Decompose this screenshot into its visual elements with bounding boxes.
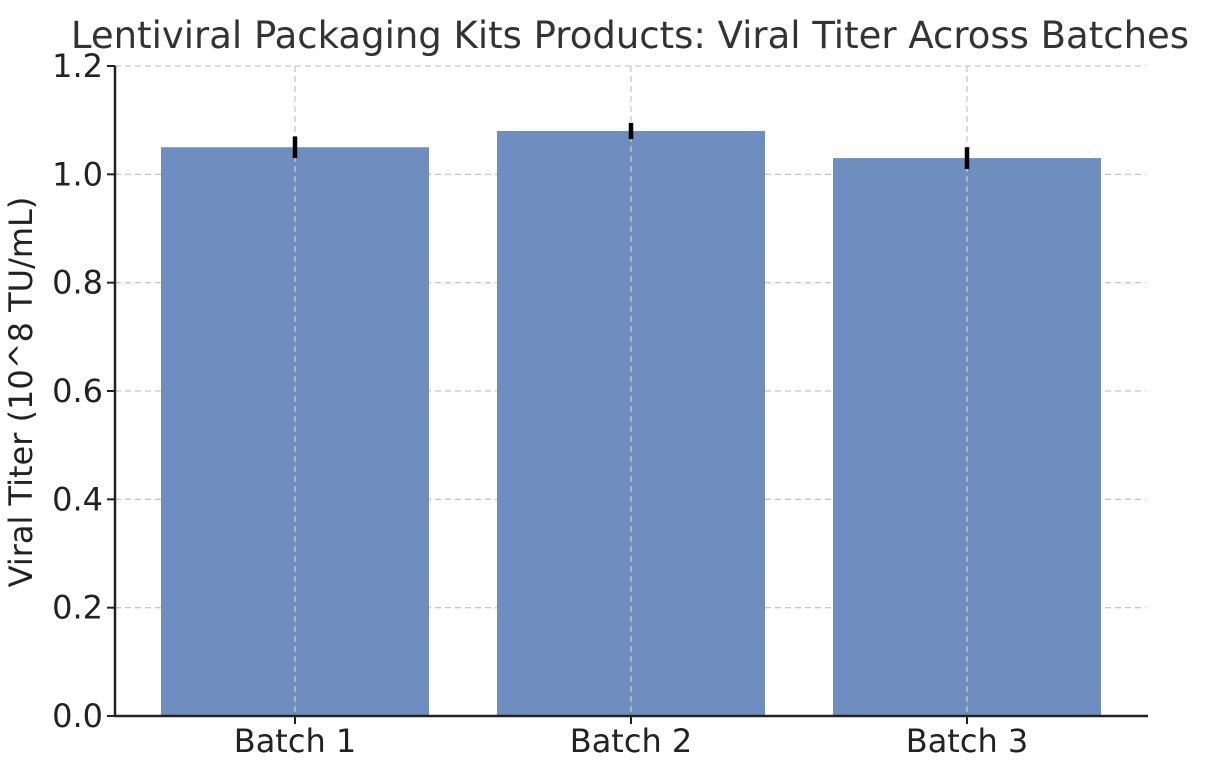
y-tick-label: 1.0 bbox=[52, 155, 103, 193]
error-bars bbox=[292, 122, 970, 169]
x-tick-label: Batch 1 bbox=[234, 722, 357, 760]
y-tick-label: 0.0 bbox=[52, 697, 103, 735]
y-tick-label: 0.2 bbox=[52, 589, 103, 627]
vertical-grid-lines bbox=[294, 66, 968, 716]
y-tick-label: 0.4 bbox=[52, 480, 103, 518]
y-tick-label: 1.2 bbox=[52, 47, 103, 85]
x-tick-label: Batch 3 bbox=[906, 722, 1029, 760]
x-tick-labels: Batch 1 Batch 2 Batch 3 bbox=[234, 716, 1029, 760]
y-axis-label: Viral Titer (10^8 TU/mL) bbox=[2, 197, 40, 588]
y-tick-labels: 0.0 0.2 0.4 0.6 0.8 1.0 1.2 bbox=[52, 47, 115, 735]
chart-title: Lentiviral Packaging Kits Products: Vira… bbox=[71, 14, 1189, 57]
y-tick-label: 0.6 bbox=[52, 372, 103, 410]
x-tick-label: Batch 2 bbox=[570, 722, 693, 760]
y-tick-label: 0.8 bbox=[52, 264, 103, 302]
